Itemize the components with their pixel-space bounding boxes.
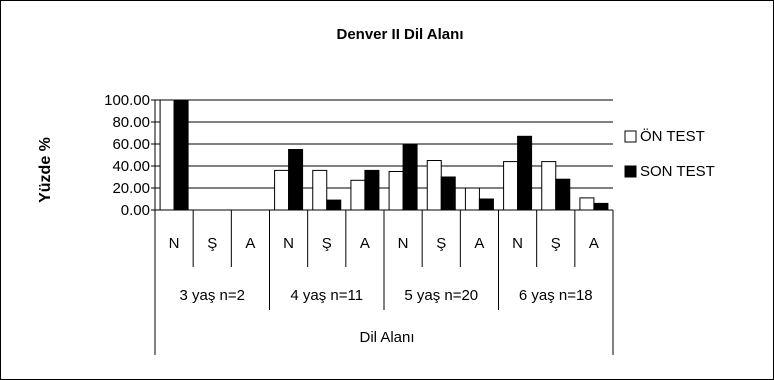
category-label: A <box>360 235 370 252</box>
group-label: 5 yaş n=20 <box>404 287 478 304</box>
bar <box>312 169 328 211</box>
category-label: A <box>474 235 484 252</box>
bar <box>478 198 494 211</box>
legend-label-on-test: ÖN TEST <box>640 127 705 145</box>
bar <box>440 176 456 211</box>
y-tick-label: 60.00 <box>112 136 150 153</box>
bar <box>464 187 480 211</box>
y-tick-label: 80.00 <box>112 114 150 131</box>
bar <box>173 99 189 211</box>
y-tick-label: 20.00 <box>112 180 150 197</box>
category-label: Ş <box>207 235 217 252</box>
bar <box>350 179 366 211</box>
bar <box>593 202 609 211</box>
bar <box>274 169 290 211</box>
y-tick-label: 100.00 <box>104 92 150 109</box>
group-label: 3 yaş n=2 <box>180 287 245 304</box>
category-label: N <box>283 235 294 252</box>
bar <box>555 178 571 211</box>
legend-swatch-on-test <box>624 130 637 143</box>
bar <box>402 143 418 211</box>
category-label: A <box>245 235 255 252</box>
y-tick-label: 0.00 <box>121 202 150 219</box>
legend: ÖN TEST SON TEST <box>624 127 715 180</box>
group-label: 6 yaş n=18 <box>519 287 593 304</box>
category-label: A <box>589 235 599 252</box>
y-axis-title: Yüzde % <box>37 137 54 203</box>
bar <box>426 160 442 211</box>
plot-area: 0.00 20.00 40.00 60.00 80.00 100.00 N Ş A N Ş A N Ş A N… <box>104 92 614 355</box>
category-label: Ş <box>436 235 446 252</box>
category-label: Ş <box>551 235 561 252</box>
bar <box>288 149 304 211</box>
bar <box>388 171 404 211</box>
bar <box>541 161 557 211</box>
bar <box>326 199 342 211</box>
bar <box>579 197 595 211</box>
legend-swatch-son-test <box>624 165 637 178</box>
category-label: N <box>512 235 523 252</box>
category-label: Ş <box>322 235 332 252</box>
bar <box>503 161 519 211</box>
legend-label-son-test: SON TEST <box>640 163 715 180</box>
bar <box>364 169 380 211</box>
x-axis-title: Dil Alanı <box>359 329 414 346</box>
bar <box>159 99 175 211</box>
chart-title: Denver II Dil Alanı <box>337 26 464 43</box>
bar <box>517 135 533 211</box>
category-label: N <box>169 235 180 252</box>
y-tick-label: 40.00 <box>112 158 150 175</box>
category-label: N <box>398 235 409 252</box>
group-label: 4 yaş n=11 <box>290 287 363 304</box>
